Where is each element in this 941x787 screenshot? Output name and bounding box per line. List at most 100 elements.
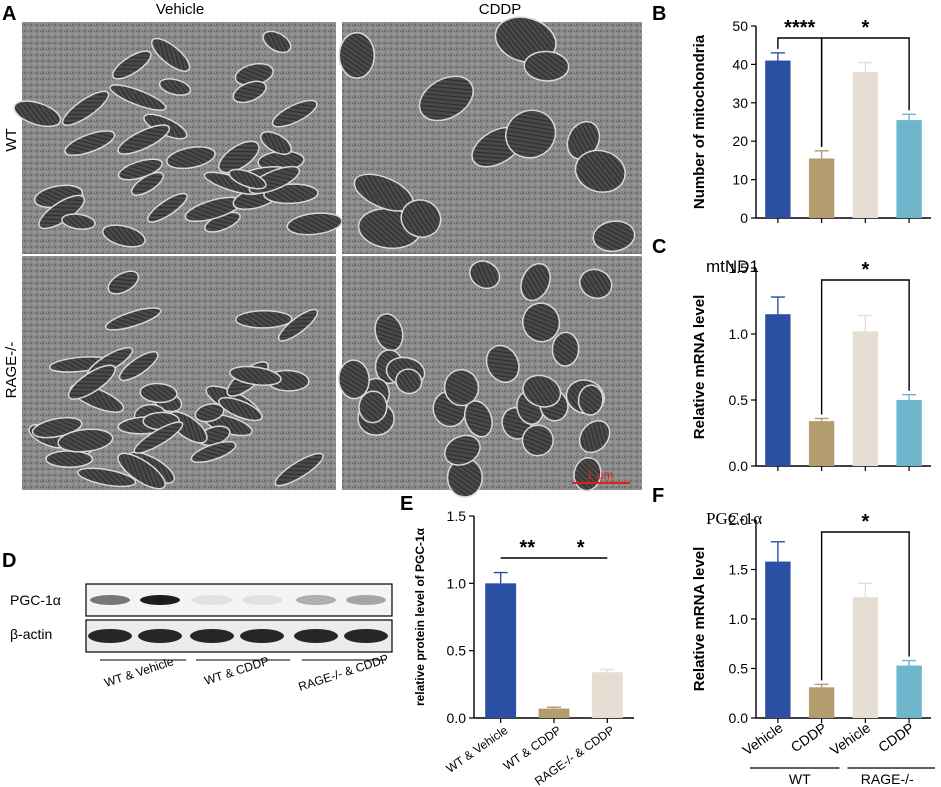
mitochondrion-shape [521, 424, 554, 457]
group-label-wt: WT [789, 771, 811, 787]
bar [808, 687, 835, 718]
chart-c: 0.0 0.5 1.0 1.5 Relative mRNA level mtND1 * [691, 257, 931, 474]
mitochondrion-shape [77, 467, 137, 488]
y-axis-label: Number of mitochondria [691, 34, 708, 209]
significance-bracket [820, 279, 910, 415]
mitochondrion-shape [101, 224, 146, 248]
mitochondrion-shape [463, 400, 493, 438]
x-tick-label: CDDP [788, 719, 830, 755]
mitochondrion-shape [418, 75, 474, 122]
mitochondrion-shape [577, 384, 604, 416]
mitochondrion-shape [158, 78, 192, 96]
band-actin [190, 629, 234, 643]
mitochondrion-shape [338, 32, 376, 79]
mitochondrion-shape [117, 452, 166, 490]
mitochondrion-shape [505, 109, 557, 159]
band-actin [240, 629, 284, 643]
bar [765, 561, 791, 718]
mitochondrion-shape [190, 441, 237, 464]
chart-title: PGC-1α [706, 509, 762, 528]
group-label-wt-cddp: WT & CDDP [203, 654, 271, 688]
mitochondrion-shape [579, 268, 613, 300]
significance-label: **** [784, 17, 815, 39]
mitochondrion-shape [574, 149, 626, 193]
mitochondrion-shape [358, 390, 388, 424]
group-label-rage: RAGE-/- [861, 771, 914, 787]
chart-e: 0.0 0.5 1.0 1.5 relative protein level of PG… [413, 508, 634, 787]
y-tick-label: 20 [732, 133, 748, 149]
y-tick-label: 1.0 [447, 575, 467, 591]
significance-label: * [861, 17, 869, 39]
mitochondrion-shape [523, 50, 570, 82]
mitochondrion-shape [133, 421, 184, 454]
significance-label: ** [520, 537, 536, 559]
y-tick-label: 0.5 [729, 392, 749, 408]
mitochondrion-shape [444, 434, 481, 466]
band-actin [344, 629, 388, 643]
band-label-actin: β-actin [10, 626, 52, 642]
mitochondrion-shape [61, 213, 96, 230]
row-label-rage: RAGE-/- [3, 342, 20, 399]
mitochondrion-shape [551, 331, 580, 367]
panel-letter-d: D [2, 550, 16, 572]
mitochondrion-shape [151, 37, 191, 72]
panel-letter-e: E [400, 493, 413, 515]
mitochondrion-shape [146, 192, 188, 223]
mitochondrion-shape [400, 199, 442, 238]
mitochondrion-shape [469, 260, 501, 290]
significance-bracket [820, 531, 910, 681]
mitochondrion-shape [218, 396, 263, 422]
y-tick-label: 40 [732, 56, 748, 72]
micrograph-rage-vehicle [22, 256, 336, 490]
bar [765, 60, 791, 219]
mitochondrion-shape [338, 359, 370, 400]
bar [808, 158, 835, 218]
y-axis-label: Relative mRNA level [691, 295, 708, 440]
x-tick-label: WT & Vehicle [444, 723, 511, 776]
panel-letter-a: A [2, 3, 16, 25]
y-tick-label: 0 [740, 210, 748, 226]
mitochondrion-shape [485, 344, 520, 384]
bar [538, 708, 570, 718]
mitochondrion-shape [45, 450, 94, 468]
y-tick-label: 0.5 [447, 643, 467, 659]
mitochondrion-shape [286, 212, 343, 236]
mitochondrion-shape [566, 120, 601, 160]
mitochondrion-shape [520, 262, 551, 302]
mitochondrion-shape [274, 452, 324, 487]
mitochondrion-shape [521, 302, 561, 343]
band-pgc1a [192, 595, 232, 605]
mitochondrion-shape [67, 364, 116, 400]
bar [765, 314, 791, 466]
significance-label: * [577, 537, 585, 559]
band-actin [138, 629, 182, 643]
y-tick-label: 1.0 [729, 326, 749, 342]
panel-letter-f: F [652, 485, 664, 507]
y-tick-label: 0.0 [447, 710, 467, 726]
mitochondrion-shape [117, 158, 163, 181]
mitochondrion-shape [111, 50, 152, 80]
mitochondrion-shape [109, 84, 167, 111]
band-pgc1a [90, 595, 130, 605]
bar [852, 331, 879, 466]
bar [485, 583, 517, 718]
panel-letter-b: B [652, 3, 666, 25]
y-tick-label: 2.0 [729, 512, 749, 528]
mitochondrion-shape [165, 146, 216, 170]
mitochondrion-shape [232, 80, 267, 104]
mitochondrion-shape [57, 428, 114, 453]
y-axis-label: Relative mRNA level [691, 547, 708, 692]
mitochondrion-shape [395, 368, 423, 395]
band-pgc1a [242, 595, 282, 605]
y-tick-label: 1.0 [729, 611, 749, 627]
micrograph-wt-vehicle [13, 22, 343, 254]
scale-bar-label: 1 μm [587, 468, 614, 482]
mitochondrion-shape [271, 99, 318, 128]
mitochondrion-shape [228, 168, 267, 190]
significance-label: * [861, 511, 869, 533]
mitochondrion-shape [104, 307, 162, 331]
significance-bracket [820, 37, 910, 147]
y-tick-label: 1.5 [447, 508, 467, 524]
x-tick-label: CDDP [875, 719, 917, 755]
